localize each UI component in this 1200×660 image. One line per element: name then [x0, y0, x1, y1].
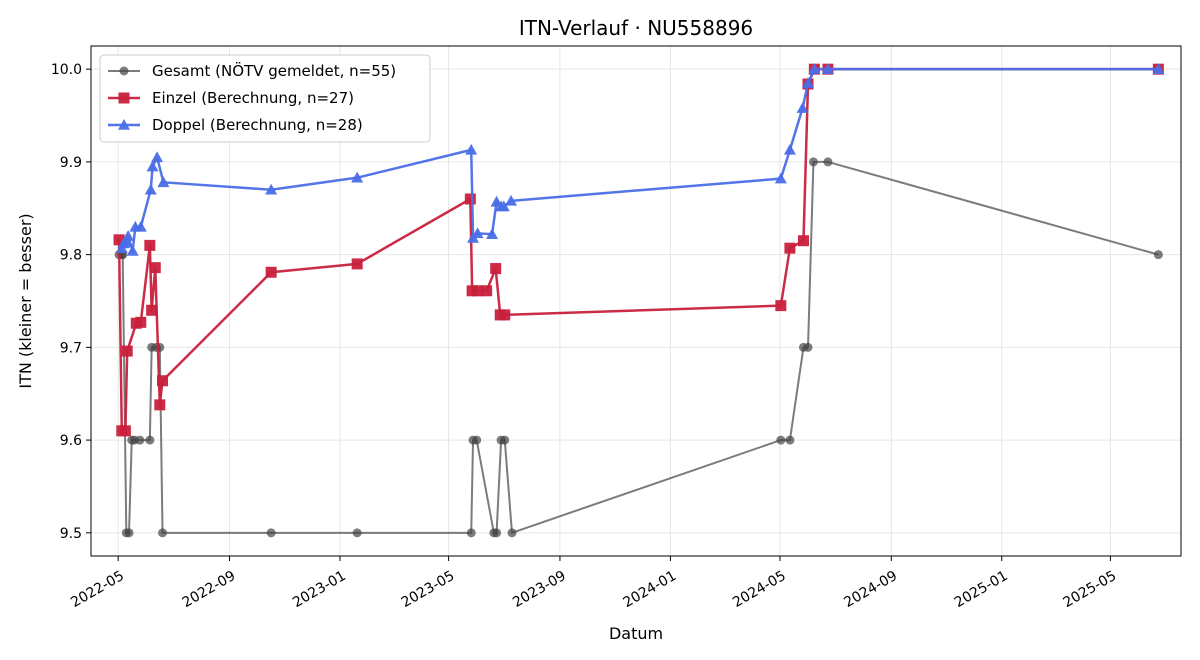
legend-marker [118, 92, 130, 104]
data-point [803, 342, 813, 352]
data-point [784, 242, 796, 254]
data-point [802, 77, 815, 88]
data-point [351, 258, 363, 270]
y-tick-label: 9.6 [60, 433, 82, 449]
data-point [265, 266, 277, 278]
data-point [122, 230, 135, 241]
data-point [113, 234, 125, 246]
data-point [492, 528, 502, 538]
y-axis: 9.5 9.6 9.7 9.8 9.9 10.0 [51, 62, 91, 542]
data-point [497, 200, 510, 212]
legend-box [99, 54, 431, 143]
data-point [120, 236, 133, 248]
data-point [776, 435, 786, 445]
data-point [1152, 63, 1165, 74]
data-point [796, 102, 809, 113]
data-point [774, 172, 787, 184]
data-point [157, 375, 169, 387]
data-point [472, 435, 482, 445]
data-point [499, 309, 511, 321]
series-line [119, 160, 1159, 534]
data-point [154, 399, 166, 411]
data-point [145, 435, 155, 445]
data-point [797, 235, 809, 247]
legend-label: Gesamt (NÖTV gemeldet, n=55) [152, 61, 396, 80]
data-point [265, 183, 278, 195]
y-tick-label: 9.7 [60, 340, 82, 356]
data-point [808, 157, 818, 167]
data-point [821, 63, 834, 74]
legend-label: Einzel (Berechnung, n=27) [152, 89, 354, 107]
data-point [823, 157, 833, 167]
data-point [783, 143, 796, 155]
data-point [464, 193, 476, 205]
data-point [126, 244, 139, 256]
legend-marker [118, 119, 130, 130]
data-point [149, 262, 161, 274]
data-point [352, 528, 362, 538]
data-point [775, 300, 787, 312]
data-point [119, 425, 131, 437]
data-point [486, 228, 499, 240]
data-point [351, 171, 364, 183]
data-point [135, 435, 145, 445]
data-point [266, 528, 276, 538]
y-tick-label: 9.9 [60, 155, 82, 171]
data-point [135, 316, 147, 328]
data-point [505, 194, 518, 206]
data-point [465, 143, 478, 155]
data-point [785, 435, 795, 445]
data-point [472, 285, 484, 297]
data-point [124, 528, 134, 538]
y-axis-label: ITN (kleiner = besser) [16, 213, 35, 388]
x-axis-label: Datum [609, 624, 663, 643]
data-point [808, 63, 821, 74]
series-line [120, 67, 1159, 253]
data-point [158, 528, 168, 538]
data-point [481, 285, 493, 297]
data-point [500, 435, 510, 445]
data-point [471, 227, 484, 239]
data-point [146, 304, 158, 316]
y-tick-label: 10.0 [51, 62, 82, 78]
data-point [507, 528, 517, 538]
data-point [151, 151, 164, 163]
data-point [157, 176, 170, 188]
legend: Gesamt (NÖTV gemeldet, n=55) Einzel (Bere… [99, 54, 431, 143]
series-layer [113, 63, 1165, 538]
chart-title: ITN-Verlauf · NU558896 [519, 16, 753, 40]
data-point [121, 345, 133, 357]
data-point [146, 160, 159, 172]
legend-label: Doppel (Berechnung, n=28) [152, 116, 363, 134]
data-point [490, 263, 502, 275]
data-point [1153, 250, 1163, 260]
legend-marker [119, 66, 129, 76]
y-tick-label: 9.8 [60, 248, 82, 264]
data-point [466, 528, 476, 538]
series-3 [115, 63, 1165, 256]
data-point [134, 220, 147, 232]
data-point [144, 183, 157, 195]
data-point [144, 239, 156, 251]
y-tick-label: 9.5 [60, 526, 82, 542]
plot-frame [90, 45, 1182, 557]
